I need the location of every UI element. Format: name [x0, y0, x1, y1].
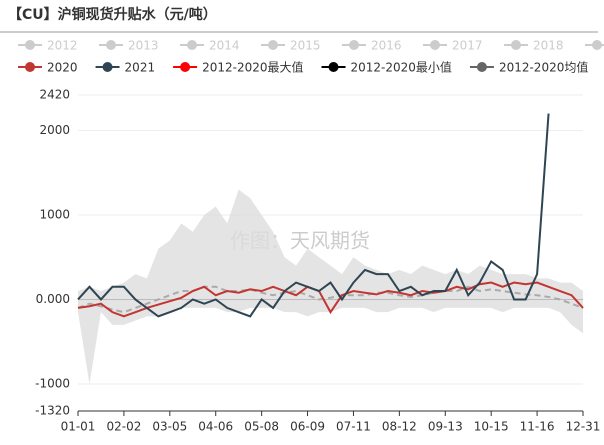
x-tick-label: 11-16: [520, 420, 555, 434]
legend-label: 2012-2020最大值: [202, 60, 303, 75]
range-band: [78, 189, 583, 384]
x-tick-label: 09-13: [428, 420, 463, 434]
legend-label: 2014: [209, 39, 240, 53]
x-tick-label: 08-12: [382, 420, 417, 434]
legend-label: 2017: [452, 39, 483, 53]
series-line: [77, 285, 584, 314]
x-tick-label: 12-31: [566, 420, 601, 434]
legend-label: 2020: [47, 61, 78, 75]
legend-icon: [328, 62, 339, 72]
y-tick-label: 0.000: [36, 292, 70, 306]
y-tick-label: 2420: [39, 88, 70, 102]
series-line: [77, 281, 584, 318]
legend-icon: [180, 62, 191, 72]
legend-icon: [106, 40, 116, 50]
legend-label: 2015: [290, 39, 321, 53]
y-tick-label: -1320: [35, 404, 70, 418]
legend-icon: [349, 40, 359, 50]
series-line: [77, 113, 550, 318]
legend-label: 2016: [371, 39, 402, 53]
legend-icon: [102, 62, 113, 72]
x-tick-label: 05-08: [244, 420, 279, 434]
legend-icon: [268, 40, 278, 50]
legend-label: 2012: [47, 39, 78, 53]
x-tick-label: 06-09: [290, 420, 325, 434]
x-tick-label: 03-05: [152, 420, 187, 434]
legend-icon: [187, 40, 197, 50]
legend-icon: [592, 40, 602, 50]
legend-icon: [476, 62, 487, 72]
y-tick-label: 2000: [39, 123, 70, 137]
legend-icon: [25, 40, 35, 50]
legend-label: 2021: [125, 61, 156, 75]
legend-label: 2018: [533, 39, 564, 53]
x-tick-label: 10-15: [474, 420, 509, 434]
legend-label: 2013: [128, 39, 159, 53]
legend-label: 2012-2020最小值: [351, 60, 452, 75]
x-tick-label: 02-02: [106, 420, 141, 434]
x-tick-label: 01-01: [61, 420, 96, 434]
legend-icon: [25, 62, 35, 72]
x-tick-label: 07-11: [336, 420, 371, 434]
legend-icon: [430, 40, 440, 50]
x-tick-label: 04-06: [198, 420, 233, 434]
legend-label: 2012-2020均值: [499, 60, 588, 75]
y-tick-label: -1000: [35, 376, 70, 390]
y-tick-label: 1000: [39, 207, 70, 221]
chart-title: 【CU】沪铜现货升贴水（元/吨）: [8, 6, 217, 23]
legend-icon: [511, 40, 521, 50]
